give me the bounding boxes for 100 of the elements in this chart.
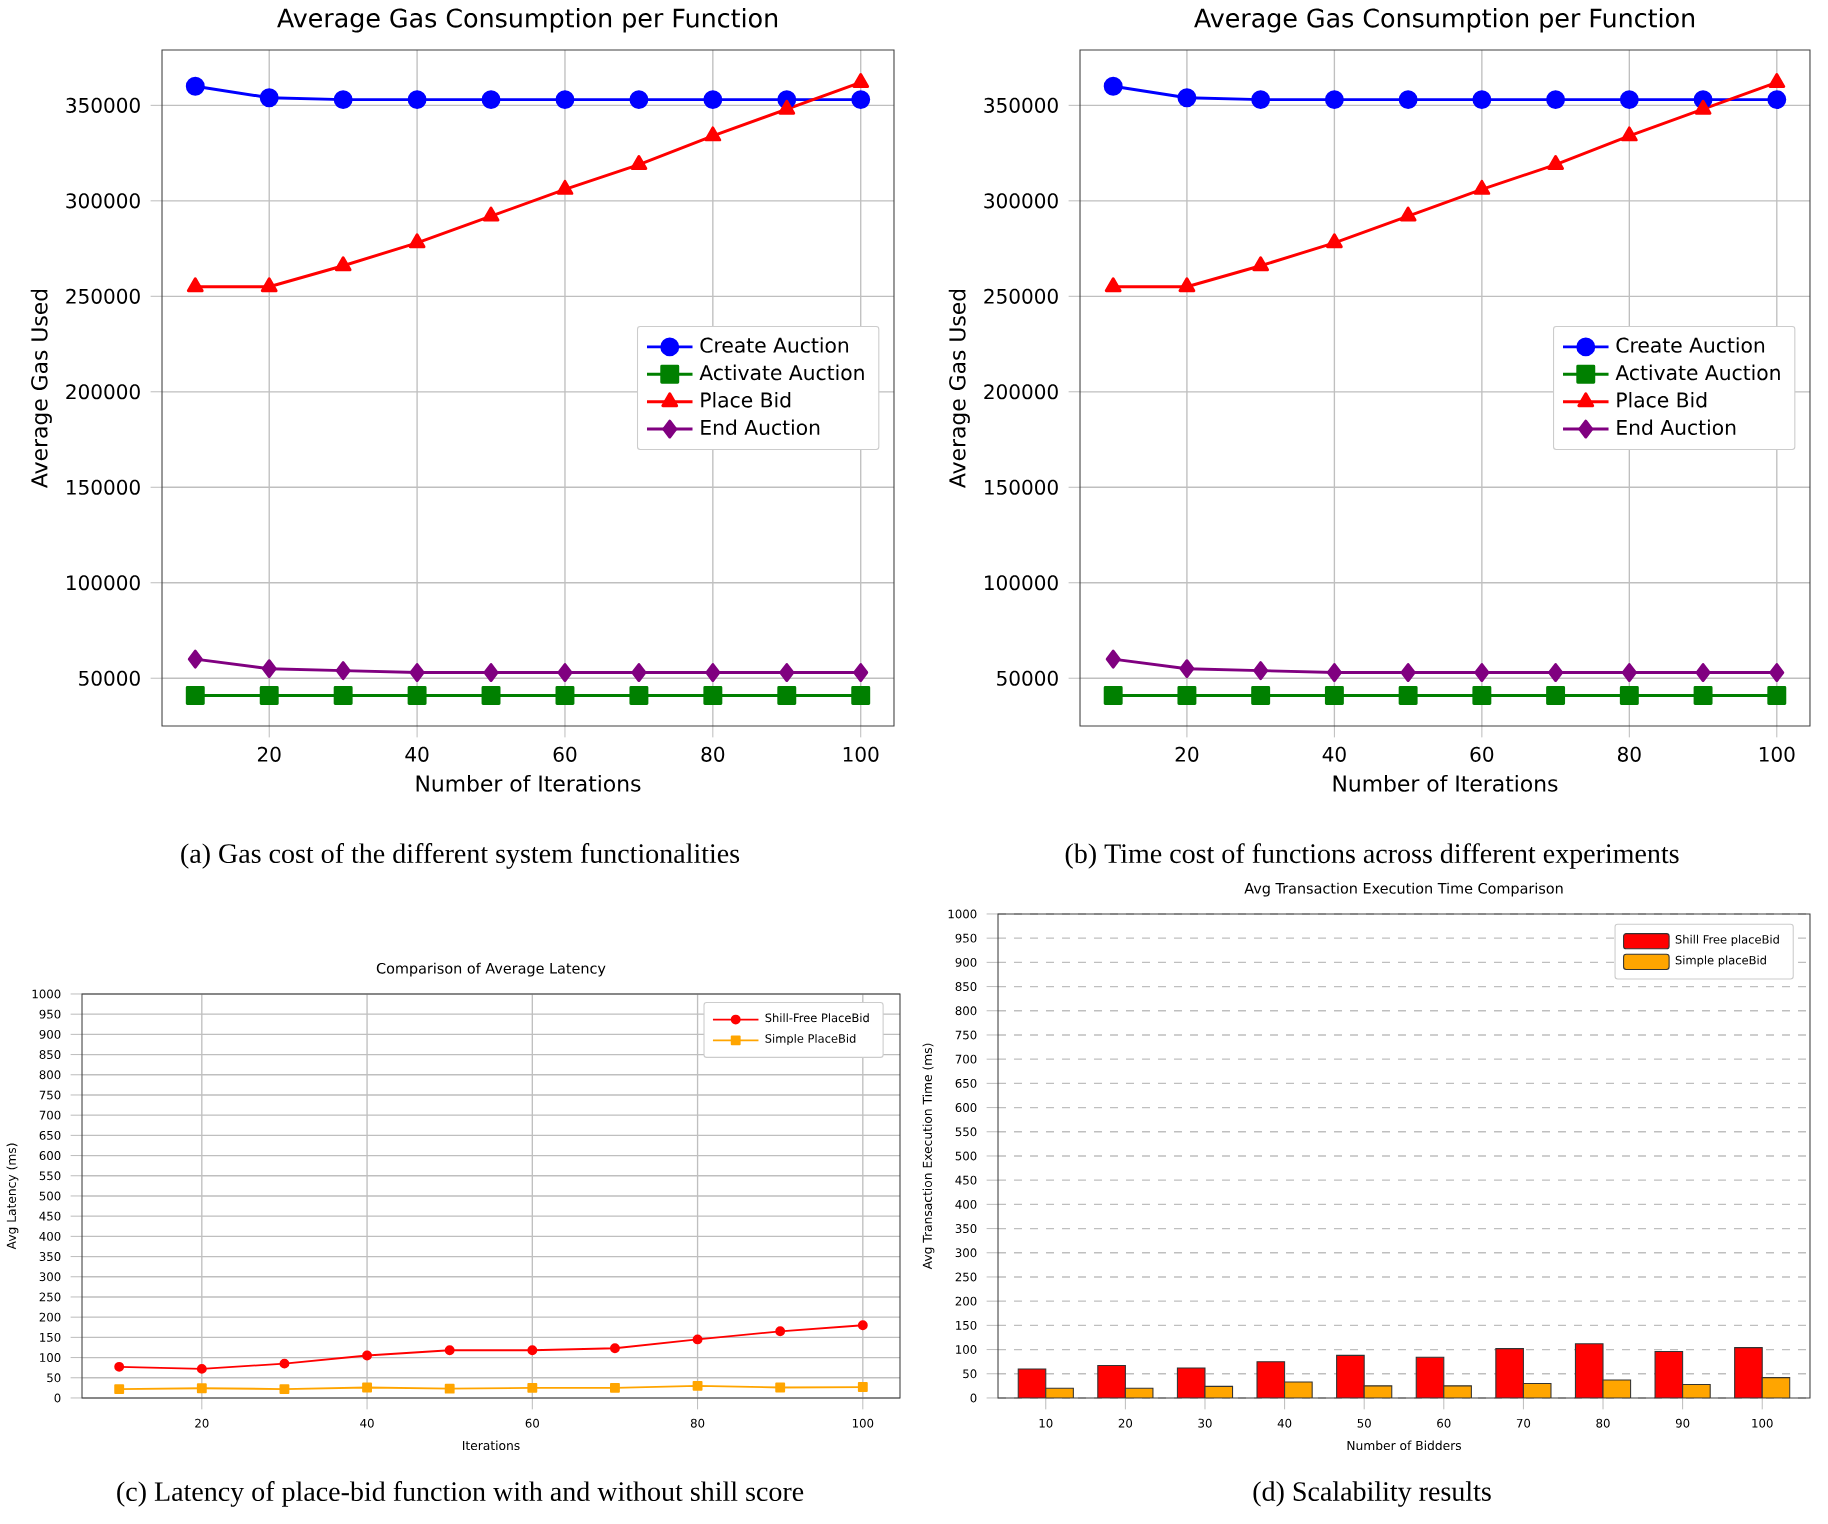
point [114,1384,125,1395]
bar [1654,1350,1684,1398]
x-tick-label: 100 [843,746,879,762]
legend-label: Create Auction [700,337,849,353]
point [1472,90,1492,110]
point [1548,663,1564,682]
point [1546,90,1566,110]
point [1695,663,1711,682]
point [407,90,427,110]
y-tick-label: 100000 [985,575,1058,591]
point [1768,72,1786,88]
point [1693,685,1713,705]
point [1104,277,1122,293]
point [610,1382,620,1393]
point [444,1383,455,1394]
point [692,1334,703,1345]
point [703,685,723,705]
x-tick-label: 20 [257,746,281,762]
point [1621,663,1637,682]
y-tick-label: 300000 [984,193,1058,209]
bar [1495,1348,1524,1398]
y-tick-label: 50000 [79,670,140,686]
y-tick-label: 300000 [66,193,140,209]
point [1472,685,1492,705]
point [1326,663,1342,682]
point [1179,659,1195,679]
x-tick-label: 40 [405,746,429,762]
point [705,663,721,682]
point [779,663,795,682]
legend-label: Place Bid [701,391,791,408]
point [1325,233,1343,249]
point [482,206,500,222]
bar [1097,1364,1126,1398]
x-tick-label: 40 [1322,746,1346,762]
point [1474,663,1490,682]
bar [1574,1343,1604,1398]
point [1324,685,1344,705]
point [1767,685,1787,705]
point [629,685,649,705]
bar [1336,1354,1365,1398]
point [481,90,501,110]
point [185,76,205,96]
point [260,277,278,293]
y-tick-label: 350000 [66,97,140,113]
point [778,99,796,115]
point [333,90,353,110]
point [852,72,870,88]
legend-label: Activate Auction [699,364,864,381]
x-axis-title: Number of Iterations [1333,774,1558,792]
point [1547,155,1564,171]
point [777,685,797,705]
text: (d) Scalability results [1253,1481,1491,1507]
point [1103,685,1123,705]
point [259,685,279,705]
point [409,663,425,682]
point [186,277,204,293]
x-tick-label: 60 [1470,746,1494,762]
point [703,90,723,110]
legend-label: Activate Auction [1615,364,1780,381]
point [857,1382,868,1393]
point [1767,90,1787,110]
point [1324,90,1344,110]
point [483,663,499,682]
point [1251,90,1271,110]
point [334,256,352,272]
y-tick-label: 150000 [985,479,1058,495]
point [527,1382,538,1393]
x-tick-label: 20 [1175,746,1199,762]
chart-title: Average Gas Consumption per Function [277,8,778,33]
bar [1415,1356,1445,1398]
y-tick-label: 250000 [66,288,140,304]
legend-label: End Auction [1617,419,1736,436]
x-axis-title: Number of Iterations [416,774,641,792]
x-tick-label: 80 [1617,746,1641,762]
legend-label: Place Bid [1617,391,1707,408]
x-tick-label: 100 [1759,746,1795,762]
point [444,1345,455,1356]
point [362,1350,373,1361]
point [279,1358,290,1369]
point [335,661,351,681]
bar [1734,1347,1763,1398]
point [556,179,574,195]
legend-label: Create Auction [1616,337,1765,353]
point [555,685,575,705]
point [196,1363,207,1374]
text: (b) Time cost of functions across different experiments [1065,843,1679,869]
point [1694,99,1712,115]
point [259,88,279,108]
point [114,1361,125,1372]
y-tick-label: 150000 [67,479,140,495]
point [261,659,277,679]
point [629,90,649,110]
point [333,685,353,705]
point [1251,685,1271,705]
point [1177,88,1197,108]
point [362,1382,373,1393]
point [1769,663,1785,682]
point [1398,90,1418,110]
point [630,155,648,171]
point [187,649,203,669]
